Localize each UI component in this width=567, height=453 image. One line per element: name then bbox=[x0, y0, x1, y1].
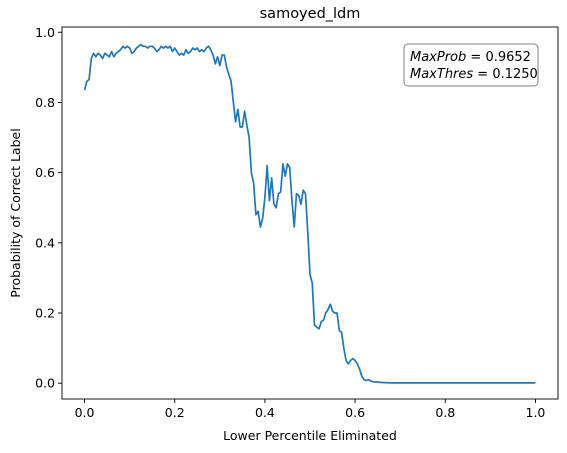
maxthres-name: MaxThres bbox=[410, 67, 473, 82]
x-tick-label: 0.4 bbox=[255, 405, 275, 420]
x-axis: 0.0 0.2 0.4 0.6 0.8 1.0 bbox=[75, 399, 546, 420]
plot-area bbox=[83, 43, 536, 384]
plot-frame bbox=[61, 26, 559, 400]
maxprob-eq: = bbox=[466, 50, 485, 65]
chart-title: samoyed_ldm bbox=[260, 6, 361, 22]
y-tick-label: 1.0 bbox=[35, 25, 55, 40]
y-tick-label: 0.0 bbox=[35, 376, 55, 391]
annotation-maxthres: MaxThres = 0.1250 bbox=[410, 67, 538, 82]
annotation-maxprob: MaxProb = 0.9652 bbox=[410, 50, 531, 65]
y-tick-label: 0.8 bbox=[35, 95, 55, 110]
x-axis-label: Lower Percentile Eliminated bbox=[223, 428, 397, 443]
x-tick-label: 0.8 bbox=[435, 405, 455, 420]
maxthres-value: 0.1250 bbox=[492, 67, 538, 82]
x-tick-label: 0.0 bbox=[75, 405, 95, 420]
y-axis: 0.0 0.2 0.4 0.6 0.8 1.0 bbox=[35, 25, 62, 391]
maxprob-name: MaxProb bbox=[410, 50, 466, 65]
stats-annotation-box: MaxProb = 0.9652 MaxThres = 0.1250 bbox=[403, 43, 539, 87]
y-tick-label: 0.6 bbox=[35, 165, 55, 180]
annotation-box-frame bbox=[403, 43, 539, 87]
y-tick-label: 0.4 bbox=[35, 235, 55, 250]
x-tick-label: 0.2 bbox=[165, 405, 185, 420]
x-tick-label: 0.6 bbox=[345, 405, 365, 420]
maxthres-eq: = bbox=[473, 67, 492, 82]
y-axis-label: Probability of Correct Label bbox=[8, 128, 23, 297]
x-tick-label: 1.0 bbox=[526, 405, 546, 420]
y-tick-label: 0.2 bbox=[35, 306, 55, 321]
series-line bbox=[83, 43, 536, 384]
maxprob-value: 0.9652 bbox=[485, 50, 531, 65]
